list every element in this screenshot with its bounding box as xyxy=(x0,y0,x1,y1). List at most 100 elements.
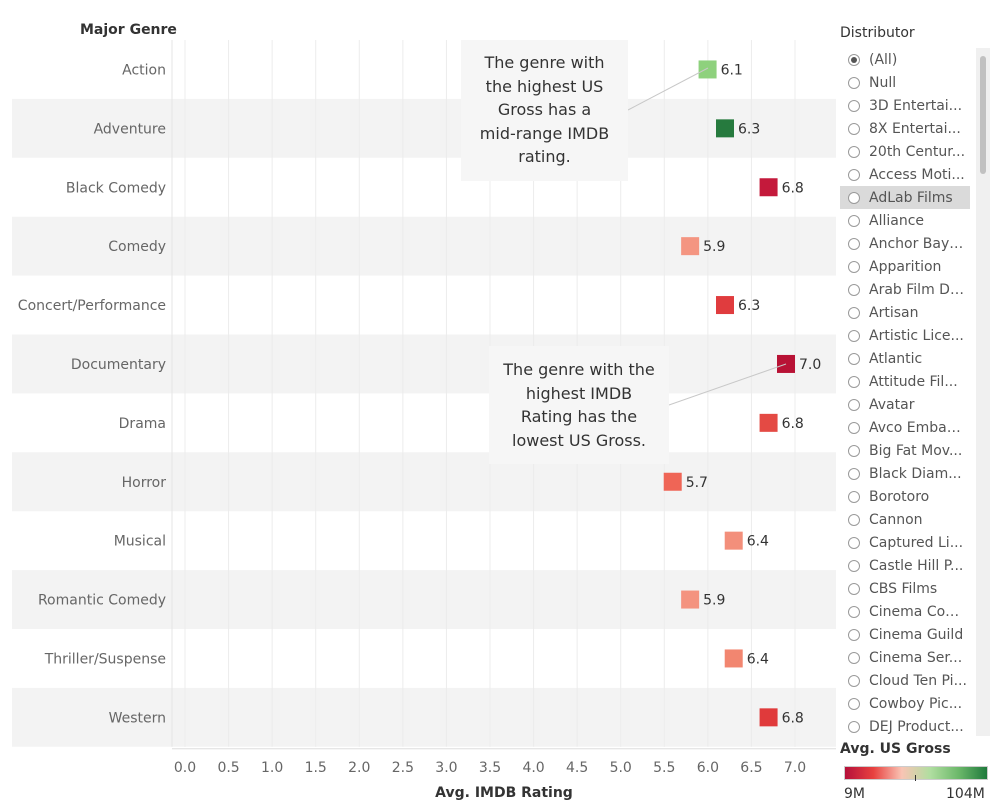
x-tick-label: 2.5 xyxy=(392,760,414,776)
radio-icon[interactable] xyxy=(848,329,860,342)
distributor-option[interactable]: Atlantic xyxy=(840,347,970,370)
distributor-option[interactable]: AdLab Films xyxy=(840,186,970,209)
bar-mark xyxy=(724,649,743,668)
distributor-option[interactable]: Access Moti... xyxy=(840,163,970,186)
x-tick-label: 5.0 xyxy=(610,760,632,776)
radio-icon[interactable] xyxy=(848,99,860,112)
distributor-option[interactable]: CBS Films xyxy=(840,577,970,600)
distributor-option-label: Big Fat Mov... xyxy=(869,442,963,459)
distributor-filter-list[interactable]: (All) Null 3D Entertai... 8X Entertai... 20t… xyxy=(840,48,970,736)
distributor-option-label: Cloud Ten Pi... xyxy=(869,672,967,689)
filter-scrollbar-track[interactable] xyxy=(976,48,990,736)
radio-icon[interactable] xyxy=(848,168,860,181)
bar-mark xyxy=(724,531,743,550)
distributor-option[interactable]: 3D Entertai... xyxy=(840,94,970,117)
radio-icon[interactable] xyxy=(848,260,860,273)
data-label: 7.0 xyxy=(799,357,821,373)
distributor-option-label: CBS Films xyxy=(869,580,938,597)
category-label: Musical xyxy=(114,534,166,550)
distributor-option[interactable]: Cinema Guild xyxy=(840,623,970,646)
category-label: Drama xyxy=(119,416,166,432)
distributor-option[interactable]: 20th Centur... xyxy=(840,140,970,163)
radio-icon[interactable] xyxy=(848,306,860,319)
filter-scrollbar-thumb[interactable] xyxy=(980,56,986,174)
radio-icon[interactable] xyxy=(848,398,860,411)
x-tick-label: 3.5 xyxy=(479,760,501,776)
distributor-option[interactable]: Cinema Ser... xyxy=(840,646,970,669)
radio-icon[interactable] xyxy=(848,444,860,457)
x-tick-label: 7.0 xyxy=(784,760,806,776)
distributor-option[interactable]: Anchor Bay ... xyxy=(840,232,970,255)
distributor-option[interactable]: (All) xyxy=(840,48,970,71)
bar-mark xyxy=(698,60,717,79)
distributor-option-label: 20th Centur... xyxy=(869,143,966,160)
distributor-option-label: Apparition xyxy=(869,258,942,275)
distributor-option[interactable]: Cinema Con ... xyxy=(840,600,970,623)
x-tick-label: 1.5 xyxy=(305,760,327,776)
color-legend-title: Avg. US Gross xyxy=(840,741,951,757)
radio-icon[interactable] xyxy=(848,720,860,733)
annotation-line-text: rating. xyxy=(518,147,571,166)
radio-icon[interactable] xyxy=(848,605,860,618)
distributor-option-label: Access Moti... xyxy=(869,166,965,183)
annotation-line-text: lowest US Gross. xyxy=(512,430,646,450)
distributor-option[interactable]: Captured Li... xyxy=(840,531,970,554)
distributor-option-label: Attitude Fil... xyxy=(869,373,958,390)
distributor-option[interactable]: Artisan xyxy=(840,301,970,324)
radio-icon[interactable] xyxy=(848,421,860,434)
distributor-option-label: Arab Film Di... xyxy=(869,281,967,298)
radio-icon[interactable] xyxy=(848,145,860,158)
distributor-option[interactable]: Apparition xyxy=(840,255,970,278)
distributor-option[interactable]: Cannon xyxy=(840,508,970,531)
distributor-option[interactable]: Arab Film Di... xyxy=(840,278,970,301)
annotation-line xyxy=(627,67,709,111)
radio-icon[interactable] xyxy=(848,513,860,526)
radio-icon[interactable] xyxy=(848,214,860,227)
bar-chart: Major Genre Action 6.1 Adventure 6.3 Black Co… xyxy=(12,22,836,801)
radio-icon[interactable] xyxy=(848,559,860,572)
distributor-option[interactable]: Alliance xyxy=(840,209,970,232)
distributor-option[interactable]: DEJ Product... xyxy=(840,715,970,736)
radio-icon[interactable] xyxy=(848,582,860,595)
radio-icon[interactable] xyxy=(848,490,860,503)
x-tick-label: 4.5 xyxy=(566,760,588,776)
distributor-option[interactable]: Avco Embas... xyxy=(840,416,970,439)
annotation-line xyxy=(668,363,787,406)
bar-mark xyxy=(716,119,734,138)
x-tick-label: 4.0 xyxy=(522,760,544,776)
color-legend-max: 104M xyxy=(946,786,985,802)
distributor-option-label: Black Diam... xyxy=(869,465,962,482)
distributor-option[interactable]: Avatar xyxy=(840,393,970,416)
distributor-option[interactable]: Attitude Fil... xyxy=(840,370,970,393)
radio-icon[interactable] xyxy=(848,467,860,480)
distributor-option[interactable]: Artistic Lice... xyxy=(840,324,970,347)
category-label: Western xyxy=(109,710,166,726)
radio-icon[interactable] xyxy=(848,122,860,135)
radio-icon[interactable] xyxy=(848,628,860,641)
radio-icon[interactable] xyxy=(848,283,860,296)
annotation-line-text: the highest US xyxy=(485,76,604,96)
distributor-option[interactable]: Cowboy Pic... xyxy=(840,692,970,715)
distributor-option[interactable]: Castle Hill P... xyxy=(840,554,970,577)
distributor-option-label: DEJ Product... xyxy=(869,718,964,735)
distributor-option[interactable]: Black Diam... xyxy=(840,462,970,485)
radio-icon[interactable] xyxy=(848,237,860,250)
distributor-option[interactable]: Big Fat Mov... xyxy=(840,439,970,462)
radio-icon[interactable] xyxy=(848,191,860,204)
radio-icon[interactable] xyxy=(848,352,860,365)
x-tick-label: 0.0 xyxy=(174,760,196,776)
distributor-option-label: Cinema Ser... xyxy=(869,649,963,666)
radio-icon[interactable] xyxy=(848,53,860,66)
distributor-option[interactable]: Null xyxy=(840,71,970,94)
radio-icon[interactable] xyxy=(848,375,860,388)
radio-icon[interactable] xyxy=(848,76,860,89)
distributor-option[interactable]: Cloud Ten Pi... xyxy=(840,669,970,692)
radio-icon[interactable] xyxy=(848,674,860,687)
annotation-top: The genre with the highest US Gross has a m… xyxy=(461,40,628,181)
distributor-option[interactable]: 8X Entertai... xyxy=(840,117,970,140)
distributor-option-label: Avco Embas... xyxy=(869,419,967,436)
radio-icon[interactable] xyxy=(848,697,860,710)
distributor-option[interactable]: Borotoro xyxy=(840,485,970,508)
radio-icon[interactable] xyxy=(848,651,860,664)
radio-icon[interactable] xyxy=(848,536,860,549)
